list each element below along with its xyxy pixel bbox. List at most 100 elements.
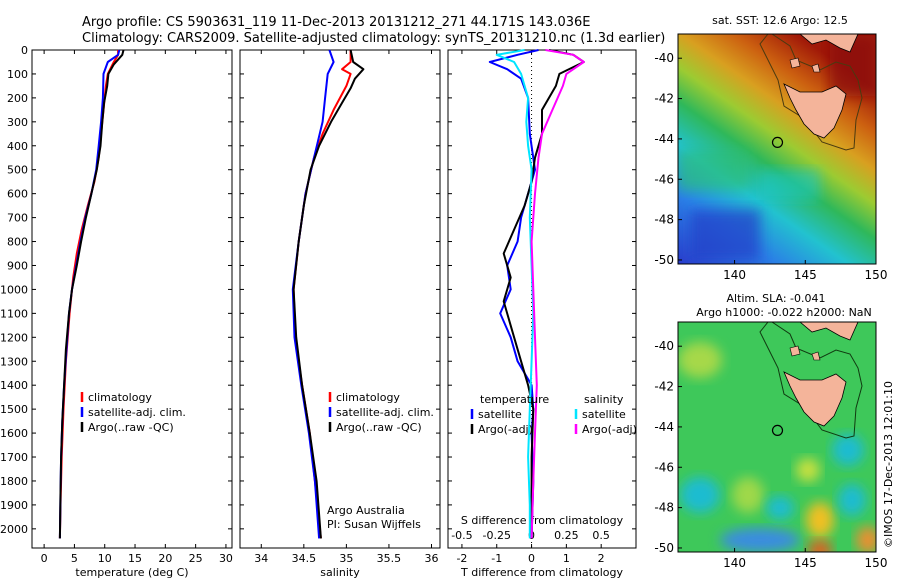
sla-map-axes: 140 145 150 -40 -42 -44 -46 -48 -50 [654, 339, 887, 570]
depth-tick-label: 1700 [0, 451, 28, 464]
salinity-xtick-label: 36 [424, 552, 438, 565]
depth-tick-label: 900 [7, 259, 28, 272]
sla-ytick-label: -46 [654, 460, 674, 474]
legend-t-label: satellite [478, 408, 522, 421]
sla-xtick-label: 145 [794, 556, 817, 570]
depth-tick-label: 1400 [0, 379, 28, 392]
sst-ytick-label: -44 [654, 132, 674, 146]
temperature-xtick-label: 25 [189, 552, 203, 565]
depth-tick-label: 200 [7, 92, 28, 105]
depth-tick-label: 800 [7, 236, 28, 249]
series-line-salinity-argo-adj- [530, 49, 585, 539]
sst-xtick-label: 150 [865, 268, 888, 282]
sst-ytick-label: -46 [654, 172, 674, 186]
depth-tick-label: 1600 [0, 427, 28, 440]
difference-xlabel: T difference from climatology [460, 566, 623, 579]
sst-map-frame [677, 33, 877, 265]
sst-map [677, 33, 877, 265]
temperature-xtick-label: 0 [41, 552, 48, 565]
s-tick-label: -0.5 [451, 529, 472, 542]
temperature-plot-frame [31, 49, 233, 549]
salinity-plot-frame [239, 49, 441, 549]
temperature-xtick-label: 20 [158, 552, 172, 565]
series-line-temperature-satellite [488, 49, 539, 539]
legend-s-label: salinity [584, 393, 624, 406]
legend-s-label: satellite [582, 408, 626, 421]
temperature-xtick-label: 5 [71, 552, 78, 565]
figure-title-line1: Argo profile: CS 5903631_119 11-Dec-2013… [82, 15, 591, 30]
legend-t-label: Argo(-adj) [478, 423, 533, 436]
difference-xtick-label: 2 [598, 552, 605, 565]
salinity-xtick-label: 34 [254, 552, 268, 565]
sst-map-axes: 140 145 150 -40 -42 -44 -46 -48 -50 [654, 51, 887, 282]
figure-title-line2: Climatology: CARS2009. Satellite-adjuste… [82, 31, 666, 46]
panel-temperature: 0100200300400500600700800900100011001200… [0, 44, 233, 579]
depth-tick-label: 1800 [0, 475, 28, 488]
depth-tick-label: 400 [7, 140, 28, 153]
sla-xtick-label: 140 [723, 556, 746, 570]
difference-xlabel-top: S difference from climatology [461, 514, 624, 527]
sst-ytick-label: -48 [654, 213, 674, 227]
depth-tick-label: 100 [7, 68, 28, 81]
sla-ytick-label: -44 [654, 420, 674, 434]
sst-xtick-label: 140 [723, 268, 746, 282]
salinity-legend-label: Argo(..raw -QC) [336, 421, 422, 434]
sst-map-title: sat. SST: 12.6 Argo: 12.5 [712, 14, 848, 27]
difference-xtick-label: -1 [491, 552, 502, 565]
sla-ytick-label: -50 [654, 541, 674, 555]
sla-ytick-label: -48 [654, 501, 674, 515]
depth-tick-label: 0 [21, 44, 28, 57]
sla-contour [759, 322, 863, 439]
sst-ytick-label: -42 [654, 92, 674, 106]
annotation-line: Argo Australia [327, 504, 405, 517]
sla-tasmania [783, 371, 847, 427]
series-line-argo-raw-qc- [58, 49, 125, 539]
difference-xtick-label: 0 [528, 552, 535, 565]
sla-xtick-label: 150 [865, 556, 888, 570]
depth-tick-label: 1100 [0, 307, 28, 320]
sla-mainland-coast [799, 322, 859, 341]
panel-salinity: 34 34.5 35 35.5 36 salinity climatology satelli… [239, 49, 441, 579]
difference-xtick-label: 1 [563, 552, 570, 565]
temperature-xtick-label: 15 [128, 552, 142, 565]
sla-argo-location-marker [771, 424, 784, 436]
series-line-salinity-satellite [495, 49, 535, 539]
series-line-argo-raw-qc- [292, 49, 365, 539]
sla-map-title-line1: Altim. SLA: -0.041 [726, 292, 825, 305]
sst-ytick-label: -50 [654, 253, 674, 267]
temperature-xtick-label: 30 [219, 552, 233, 565]
sla-ytick-label: -40 [654, 339, 674, 353]
s-tick-label: 0.25 [554, 529, 579, 542]
sst-argo-location-marker [771, 136, 784, 148]
depth-tick-label: 1900 [0, 499, 28, 512]
depth-tick-label: 1000 [0, 283, 28, 296]
depth-tick-label: 1500 [0, 403, 28, 416]
salinity-xtick-label: 34.5 [292, 552, 317, 565]
temperature-legend-label: satellite-adj. clim. [88, 406, 186, 419]
annotation-line: PI: Susan Wijffels [327, 518, 421, 531]
series-line-temperature-argo-adj- [502, 49, 585, 539]
s-tick-label: 0.5 [592, 529, 610, 542]
depth-tick-label: 2000 [0, 523, 28, 536]
sla-patches [678, 342, 876, 552]
difference-xtick-label: -2 [456, 552, 467, 565]
temperature-legend-label: climatology [88, 391, 152, 404]
sla-map-title-line2: Argo h1000: -0.022 h2000: NaN [696, 306, 872, 319]
depth-tick-label: 1300 [0, 355, 28, 368]
sla-map-frame [677, 321, 877, 553]
sst-tasmania [783, 83, 847, 139]
depth-tick-label: 700 [7, 212, 28, 225]
salinity-xtick-label: 35 [339, 552, 353, 565]
depth-tick-label: 500 [7, 164, 28, 177]
depth-tick-label: 600 [7, 188, 28, 201]
panel-difference: -2 -1 0 1 2T difference from climatology S di… [447, 49, 637, 579]
depth-tick-label: 1200 [0, 331, 28, 344]
legend-t-label: temperature [480, 393, 549, 406]
salinity-legend-label: climatology [336, 391, 400, 404]
s-tick-label: -0.25 [483, 529, 511, 542]
imos-timestamp: ©IMOS 17-Dec-2013 12:01:10 [882, 381, 895, 548]
sst-contour [759, 34, 863, 151]
salinity-xtick-label: 35.5 [377, 552, 402, 565]
sst-mainland-coast [799, 34, 859, 53]
